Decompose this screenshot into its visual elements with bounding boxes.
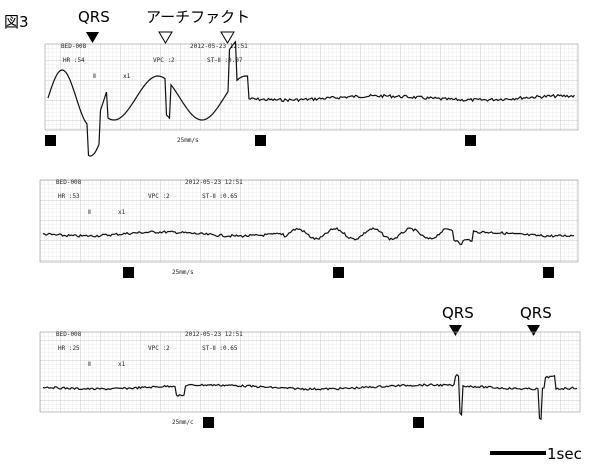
strip-text: 2012-05-23 12:51 [185,331,243,338]
strip-text: 2012-05-23 12:51 [190,43,248,50]
time-marker [543,267,554,278]
strip-text: VPC :2 [148,345,170,352]
time-marker [203,417,214,428]
annotation: QRS [442,304,474,322]
grid [44,43,579,131]
ecg-trace [42,373,578,421]
time-marker [123,267,134,278]
annotation: アーチファクト [146,8,250,26]
strip-text: 25mm/s [172,269,194,276]
strip-text: 25mm/c [172,419,194,426]
strip-text: 2012-05-23 12:51 [185,179,243,186]
strip-text: HR :53 [58,193,80,200]
ecg-strip: BED-008 2012-05-23 12:51 HR :53 VPC :2 ST-Ⅱ … [39,179,579,278]
strip-text: x1 [123,73,131,80]
scale-bar [490,451,546,455]
ecg-trace [47,40,575,157]
marker [158,31,173,44]
scale-label: 1sec [547,445,582,463]
figure-label: 図3 [4,13,29,31]
marker [449,325,462,336]
strip-text: 25mm/s [177,137,199,144]
time-marker [255,135,266,146]
annotation: QRS [520,304,552,322]
ecg-strip: BED-008 2012-05-23 12:51 HR :54 VPC :2 ST-Ⅱ … [44,40,579,157]
strip-text: Ⅱ [88,209,91,216]
strip-text: BED-008 [61,43,87,50]
strip-text: ST-Ⅱ :0.65 [202,193,238,200]
strip-text: Ⅱ [88,361,91,368]
strip-text: ST-Ⅱ :0.65 [202,345,238,352]
strip-text: HR :54 [63,57,85,64]
time-marker [333,267,344,278]
annotation: QRS [78,8,110,26]
marker [527,325,540,336]
strip-text: x1 [118,209,126,216]
strip-text: Ⅱ [93,73,96,80]
grid [39,179,579,263]
strips: BED-008 2012-05-23 12:51 HR :54 VPC :2 ST-Ⅱ … [39,40,581,428]
ecg-strip: BED-008 2012-05-23 12:51 HR :25 VPC :2 ST-Ⅱ … [39,331,581,428]
strip-text: BED-008 [56,331,82,338]
grid [39,331,581,413]
strip-text: x1 [118,361,126,368]
time-marker [465,135,476,146]
strip-text: HR :25 [58,345,80,352]
strip-text: VPC :2 [148,193,170,200]
marker [220,31,235,44]
marker [86,32,99,43]
time-marker [45,135,56,146]
strip-text: VPC :2 [153,57,175,64]
strip-text: ST-Ⅱ :0.07 [207,57,243,64]
time-marker [413,417,424,428]
ecg-trace [42,227,575,246]
strip-text: BED-008 [56,179,82,186]
